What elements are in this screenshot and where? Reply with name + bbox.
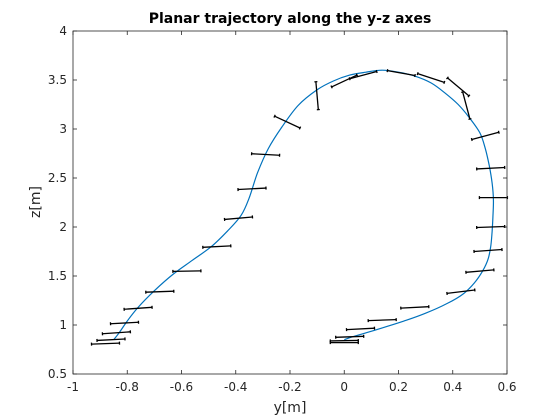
link-bar	[400, 306, 429, 309]
link-segment	[172, 269, 202, 273]
link-end-cap	[386, 69, 389, 73]
link-segment	[475, 165, 506, 171]
link-bar	[417, 73, 445, 83]
link-bar	[91, 342, 120, 345]
link-segment	[335, 334, 365, 339]
link-end-cap	[273, 114, 276, 118]
link-end-cap	[375, 69, 378, 74]
link-end-cap	[416, 72, 419, 76]
link-segment	[145, 289, 175, 294]
link-end-cap	[467, 94, 471, 98]
link-bar	[124, 306, 153, 310]
y-tick-label: 0.5	[48, 367, 67, 381]
x-tick-label: -0.6	[170, 380, 193, 394]
link-segment	[101, 330, 132, 336]
link-bar	[471, 131, 499, 141]
link-bar	[476, 225, 505, 229]
link-bar	[110, 321, 139, 325]
y-tick-label: 4	[59, 24, 67, 38]
link-bar	[331, 74, 358, 88]
link-segment	[476, 224, 506, 230]
link-bar	[202, 245, 231, 248]
link-bar	[349, 70, 377, 80]
link-end-cap	[468, 118, 472, 121]
link-bar	[315, 81, 319, 110]
link-segment	[470, 130, 500, 142]
link-bar	[447, 77, 470, 97]
link-segment	[90, 341, 121, 346]
link-segment	[237, 186, 267, 192]
link-segment	[386, 69, 416, 78]
link-bar	[224, 216, 253, 221]
x-tick-label: -0.2	[278, 380, 301, 394]
link-segment	[465, 268, 495, 274]
y-tick-label: 2.5	[48, 171, 67, 185]
link-segment	[123, 305, 153, 311]
link-end-cap	[443, 80, 446, 84]
link-segment	[109, 320, 140, 326]
link-bar	[274, 115, 301, 129]
link-bar	[446, 289, 475, 295]
link-bar	[96, 338, 126, 342]
y-axis-label: z[m]	[28, 186, 44, 218]
link-bar	[476, 166, 505, 170]
link-bar	[465, 269, 494, 273]
link-end-cap	[414, 73, 416, 78]
link-segment	[367, 318, 397, 323]
link-segments	[90, 69, 509, 346]
link-segment	[345, 326, 376, 332]
link-end-cap	[446, 76, 449, 80]
link-segment	[348, 69, 378, 81]
plot-area	[90, 69, 509, 346]
link-segment	[446, 76, 471, 98]
link-bar	[145, 290, 174, 293]
link-segment	[250, 152, 281, 157]
x-tick-label: 0.6	[497, 380, 516, 394]
link-end-cap	[497, 130, 500, 134]
link-bar	[102, 331, 131, 335]
x-tick-label: 0	[340, 380, 348, 394]
x-tick-label: -1	[67, 380, 79, 394]
link-segment	[473, 247, 503, 254]
link-bar	[251, 153, 280, 156]
y-tick-label: 1.5	[48, 269, 67, 283]
y-tick-label: 2	[59, 220, 67, 234]
y-tick-label: 3	[59, 122, 67, 136]
link-segment	[329, 341, 359, 345]
y-axis: 0.5 1 1.5 2 2.5 3 3.5 4	[48, 24, 507, 381]
link-segment	[461, 90, 472, 121]
link-end-cap	[470, 137, 473, 142]
link-bar	[462, 91, 471, 120]
link-end-cap	[348, 77, 351, 81]
link-segment	[400, 305, 430, 310]
link-bar	[237, 187, 267, 191]
link-bar	[346, 327, 375, 331]
link-end-cap	[461, 90, 465, 93]
link-segment	[202, 244, 232, 249]
link-bar	[368, 318, 397, 322]
x-tick-label: 0.4	[443, 380, 462, 394]
chart-title: Planar trajectory along the y-z axes	[149, 11, 432, 27]
link-end-cap	[298, 126, 302, 130]
link-segment	[273, 114, 302, 130]
x-axis-label: y[m]	[274, 400, 307, 416]
x-tick-label: -0.4	[224, 380, 247, 394]
x-axis: -1 -0.8 -0.6 -0.4 -0.2 0 0.2 0.4 0.6	[67, 31, 517, 394]
link-segment	[314, 80, 320, 111]
link-end-cap	[330, 85, 333, 89]
link-segment	[416, 72, 446, 84]
y-tick-label: 1	[59, 318, 67, 332]
x-tick-label: -0.8	[116, 380, 139, 394]
y-tick-label: 3.5	[48, 73, 67, 87]
link-segment	[223, 215, 254, 221]
link-segment	[446, 288, 476, 295]
link-segment	[96, 337, 126, 342]
link-bar	[387, 70, 416, 77]
x-tick-label: 0.2	[389, 380, 408, 394]
link-bar	[335, 335, 364, 338]
link-bar	[473, 248, 503, 253]
